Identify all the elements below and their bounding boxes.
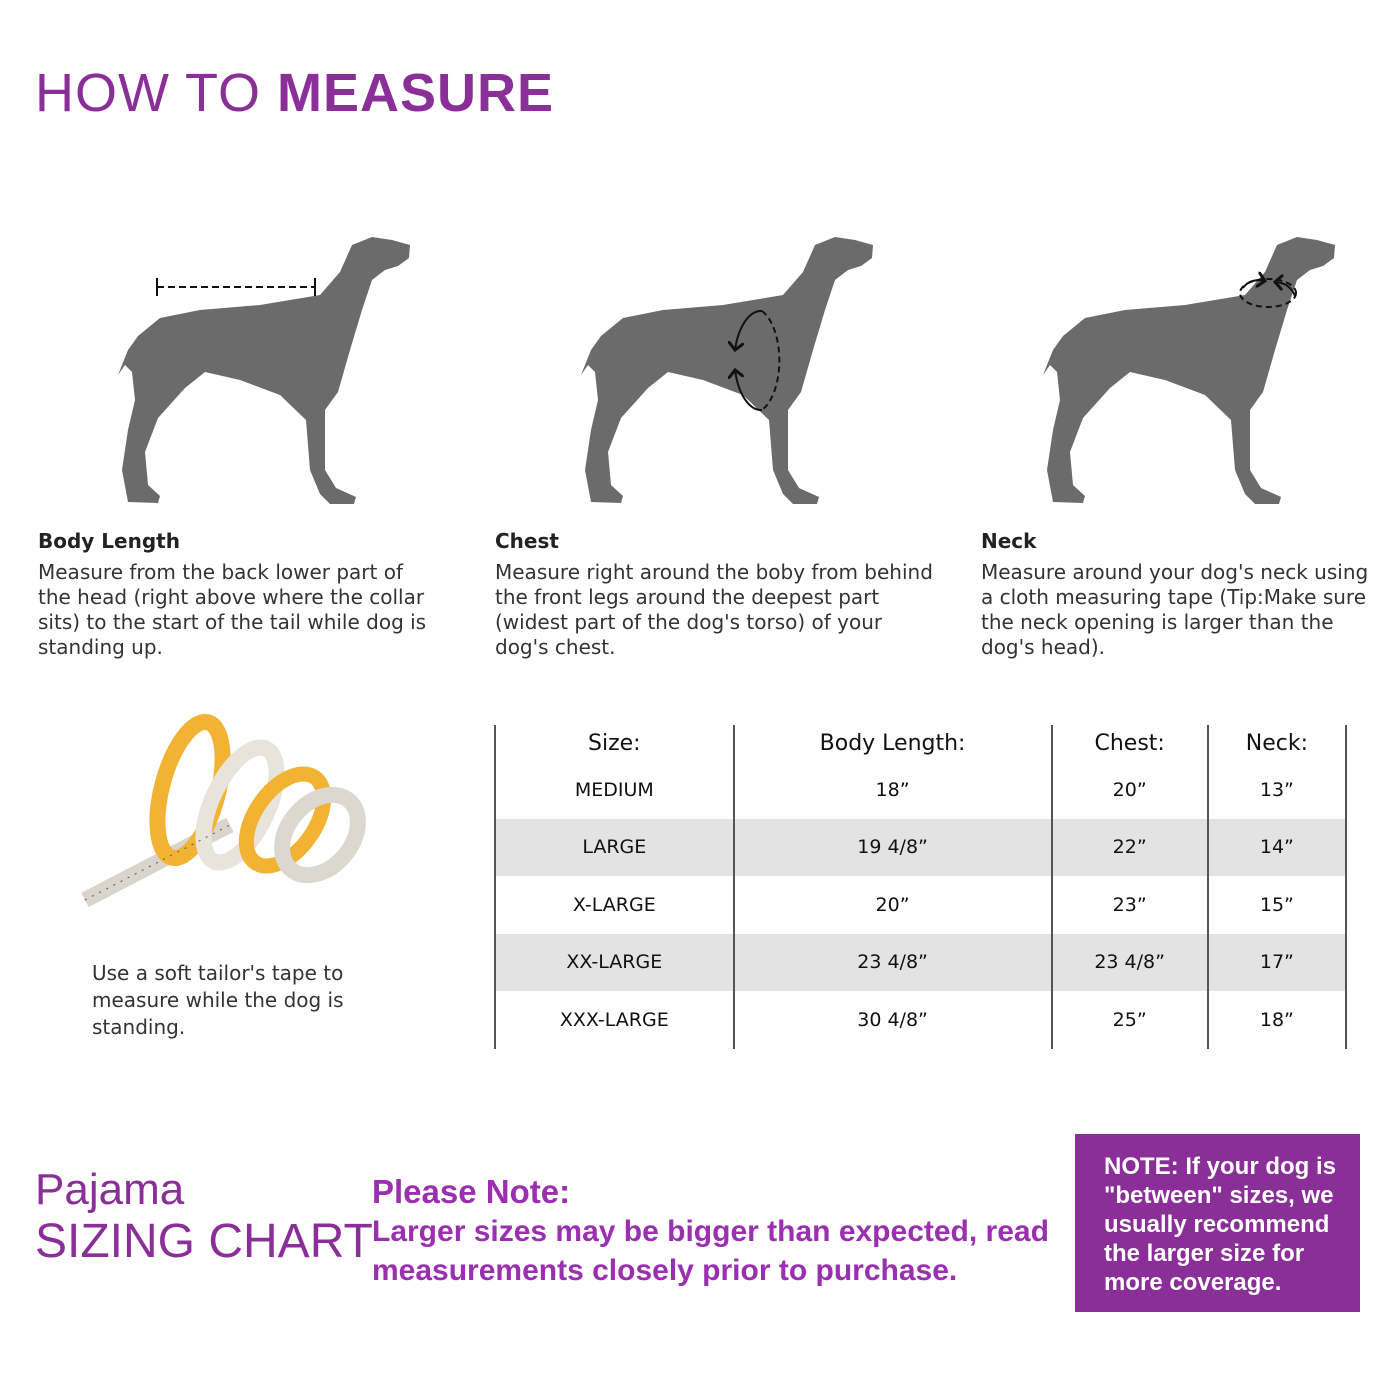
cell-chest: 25” [1050, 991, 1209, 1049]
neck-label: Neck [981, 529, 1037, 553]
chest-label: Chest [495, 529, 559, 553]
body-length-label: Body Length [38, 529, 180, 553]
cell-size: X-LARGE [494, 876, 735, 934]
table-row: LARGE 19 4/8” 22” 14” [494, 818, 1348, 876]
table-row: XX-LARGE 23 4/8” 23 4/8” 17” [494, 933, 1348, 991]
dog-neck-icon [1043, 237, 1335, 504]
cell-size: XXX-LARGE [494, 991, 735, 1049]
please-note-heading: Please Note: [372, 1173, 571, 1210]
cell-body-length: 23 4/8” [732, 933, 1053, 991]
sizing-chart-title: Pajama SIZING CHART [35, 1165, 373, 1269]
body-length-description: Body Length Measure from the back lower … [38, 529, 438, 660]
cell-body-length: 30 4/8” [732, 991, 1053, 1049]
page-title: HOW TO MEASURE [35, 62, 554, 124]
title-bold: MEASURE [277, 63, 555, 123]
cell-size: XX-LARGE [494, 933, 735, 991]
size-table: Size: Body Length: Chest: Neck: MEDIUM 18… [494, 725, 1348, 1049]
neck-description: Neck Measure around your dog's neck usin… [981, 529, 1381, 660]
cell-chest: 23 4/8” [1050, 933, 1209, 991]
header-chest: Chest: [1050, 725, 1209, 761]
pajama-label: Pajama [35, 1165, 185, 1214]
header-neck: Neck: [1206, 725, 1348, 761]
cell-neck: 15” [1206, 876, 1348, 934]
cell-chest: 22” [1050, 818, 1209, 876]
body-length-text: Measure from the back lower part of the … [38, 560, 427, 659]
please-note-body: Larger sizes may be bigger than expected… [372, 1215, 1049, 1287]
cell-chest: 20” [1050, 761, 1209, 819]
chest-description: Chest Measure right around the boby from… [495, 529, 935, 660]
dog-illustrations [118, 237, 1335, 504]
between-sizes-note: NOTE: If your dog is "between" sizes, we… [1075, 1134, 1360, 1312]
dog-body-length-icon [118, 237, 410, 504]
table-row: MEDIUM 18” 20” 13” [494, 761, 1348, 819]
cell-neck: 13” [1206, 761, 1348, 819]
chest-text: Measure right around the boby from behin… [495, 560, 933, 659]
cell-neck: 14” [1206, 818, 1348, 876]
measuring-tape-icon [81, 713, 366, 908]
cell-chest: 23” [1050, 876, 1209, 934]
cell-body-length: 18” [732, 761, 1053, 819]
header-body-length: Body Length: [732, 725, 1053, 761]
dog-chest-icon [581, 237, 873, 504]
cell-size: LARGE [494, 818, 735, 876]
sizing-chart-label: SIZING CHART [35, 1215, 373, 1268]
cell-neck: 17” [1206, 933, 1348, 991]
header-size: Size: [494, 725, 735, 761]
table-row: XXX-LARGE 30 4/8” 25” 18” [494, 991, 1348, 1049]
table-row: X-LARGE 20” 23” 15” [494, 876, 1348, 934]
cell-body-length: 20” [732, 876, 1053, 934]
tape-caption: Use a soft tailor's tape to measure whil… [92, 961, 344, 1039]
cell-size: MEDIUM [494, 761, 735, 819]
cell-neck: 18” [1206, 991, 1348, 1049]
table-header-row: Size: Body Length: Chest: Neck: [494, 725, 1348, 761]
neck-text: Measure around your dog's neck using a c… [981, 560, 1369, 659]
title-light: HOW TO [35, 63, 278, 123]
please-note: Please Note: Larger sizes may be bigger … [372, 1172, 1052, 1290]
cell-body-length: 19 4/8” [732, 818, 1053, 876]
